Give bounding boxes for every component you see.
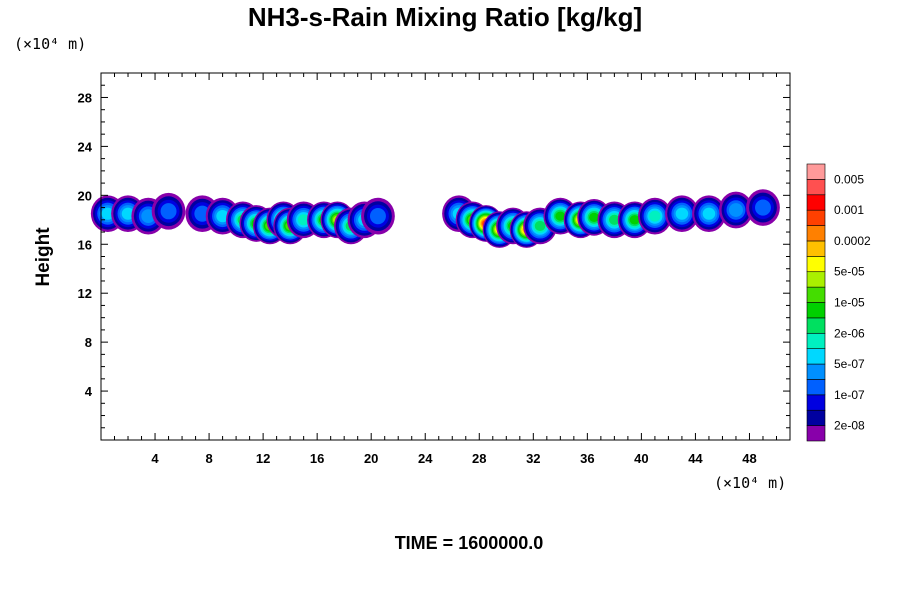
rain-cell <box>692 195 726 233</box>
colorbar-swatch <box>806 302 826 319</box>
y-tick-label: 24 <box>78 139 93 154</box>
colorbar-swatch <box>806 194 826 211</box>
colorbar: 2e-08 1e-07 5e-07 2e-06 1e-05 5e-05 0.0002 0.00… <box>806 163 871 442</box>
plot-frame <box>100 72 791 441</box>
rain-cell <box>638 197 672 235</box>
x-tick-label: 16 <box>310 451 324 466</box>
contour-level <box>369 208 386 225</box>
colorbar-swatch <box>806 317 826 334</box>
rain-cell <box>361 197 395 235</box>
contour-level <box>216 210 229 223</box>
rain-cell <box>131 197 166 235</box>
colorbar-label: 2e-08 <box>834 419 865 433</box>
contour-level <box>160 203 177 220</box>
x-tick-label: 32 <box>526 451 540 466</box>
contour-level <box>297 214 310 226</box>
x-tick-label: 20 <box>364 451 378 466</box>
colorbar-label: 1e-07 <box>834 388 865 402</box>
colorbar-swatch <box>806 271 826 288</box>
colorbar-swatch <box>806 209 826 226</box>
x-tick-label: 4 <box>151 451 159 466</box>
rain-cell <box>151 192 186 230</box>
y-tick-label: 4 <box>85 384 93 399</box>
colorbar-swatch <box>806 256 826 273</box>
y-tick-label: 28 <box>78 90 92 105</box>
colorbar-swatch <box>806 348 826 365</box>
colorbar-label: 5e-07 <box>834 357 865 371</box>
x-axis-unit: (×10⁴ m) <box>714 474 786 492</box>
contour-level <box>702 207 716 220</box>
colorbar-label: 0.001 <box>834 203 864 217</box>
rain-cell <box>665 195 699 233</box>
y-tick-label: 20 <box>78 188 92 203</box>
contour-level <box>121 207 135 220</box>
colorbar-swatch <box>806 332 826 349</box>
rain-cell <box>719 191 753 229</box>
y-axis-unit: (×10⁴ m) <box>14 35 86 53</box>
contour-level <box>609 214 620 225</box>
x-tick-label: 8 <box>205 451 212 466</box>
y-axis-label: Height <box>33 227 54 287</box>
contour-level <box>649 210 661 222</box>
colorbar-swatch <box>806 409 826 426</box>
contour-level <box>534 220 546 231</box>
x-tick-label: 28 <box>472 451 486 466</box>
contour-level <box>555 211 566 221</box>
colorbar-label: 2e-06 <box>834 326 865 340</box>
colorbar-swatch <box>806 163 826 180</box>
contour-level <box>675 207 689 220</box>
x-tick-label: 12 <box>256 451 270 466</box>
y-tick-label: 16 <box>78 237 92 252</box>
plot-area <box>90 189 780 248</box>
contour-level <box>728 203 743 217</box>
x-tick-label: 24 <box>418 451 433 466</box>
x-tick-label: 36 <box>580 451 594 466</box>
time-footer: TIME = 1600000.0 <box>395 533 544 553</box>
y-tick-label: 12 <box>78 286 92 301</box>
contour-level <box>101 207 115 220</box>
contour-level <box>755 199 771 216</box>
colorbar-label: 5e-05 <box>834 265 865 279</box>
contour-level <box>589 212 600 223</box>
colorbar-swatch <box>806 225 826 242</box>
contour-level <box>629 215 640 225</box>
colorbar-swatch <box>806 240 826 257</box>
colorbar-swatch <box>806 179 826 196</box>
colorbar-swatch <box>806 286 826 303</box>
colorbar-swatch <box>806 363 826 380</box>
x-tick-label: 44 <box>688 451 703 466</box>
colorbar-label: 1e-05 <box>834 296 865 310</box>
colorbar-label: 0.0002 <box>834 234 871 248</box>
colorbar-label: 0.005 <box>834 172 864 186</box>
colorbar-swatch <box>806 425 826 442</box>
rain-cell <box>746 189 780 226</box>
colorbar-swatch <box>806 379 826 396</box>
colorbar-swatch <box>806 394 826 411</box>
x-tick-label: 48 <box>742 451 756 466</box>
y-tick-label: 8 <box>85 335 92 350</box>
chart-title: NH3-s-Rain Mixing Ratio [kg/kg] <box>248 2 642 32</box>
x-tick-label: 40 <box>634 451 648 466</box>
